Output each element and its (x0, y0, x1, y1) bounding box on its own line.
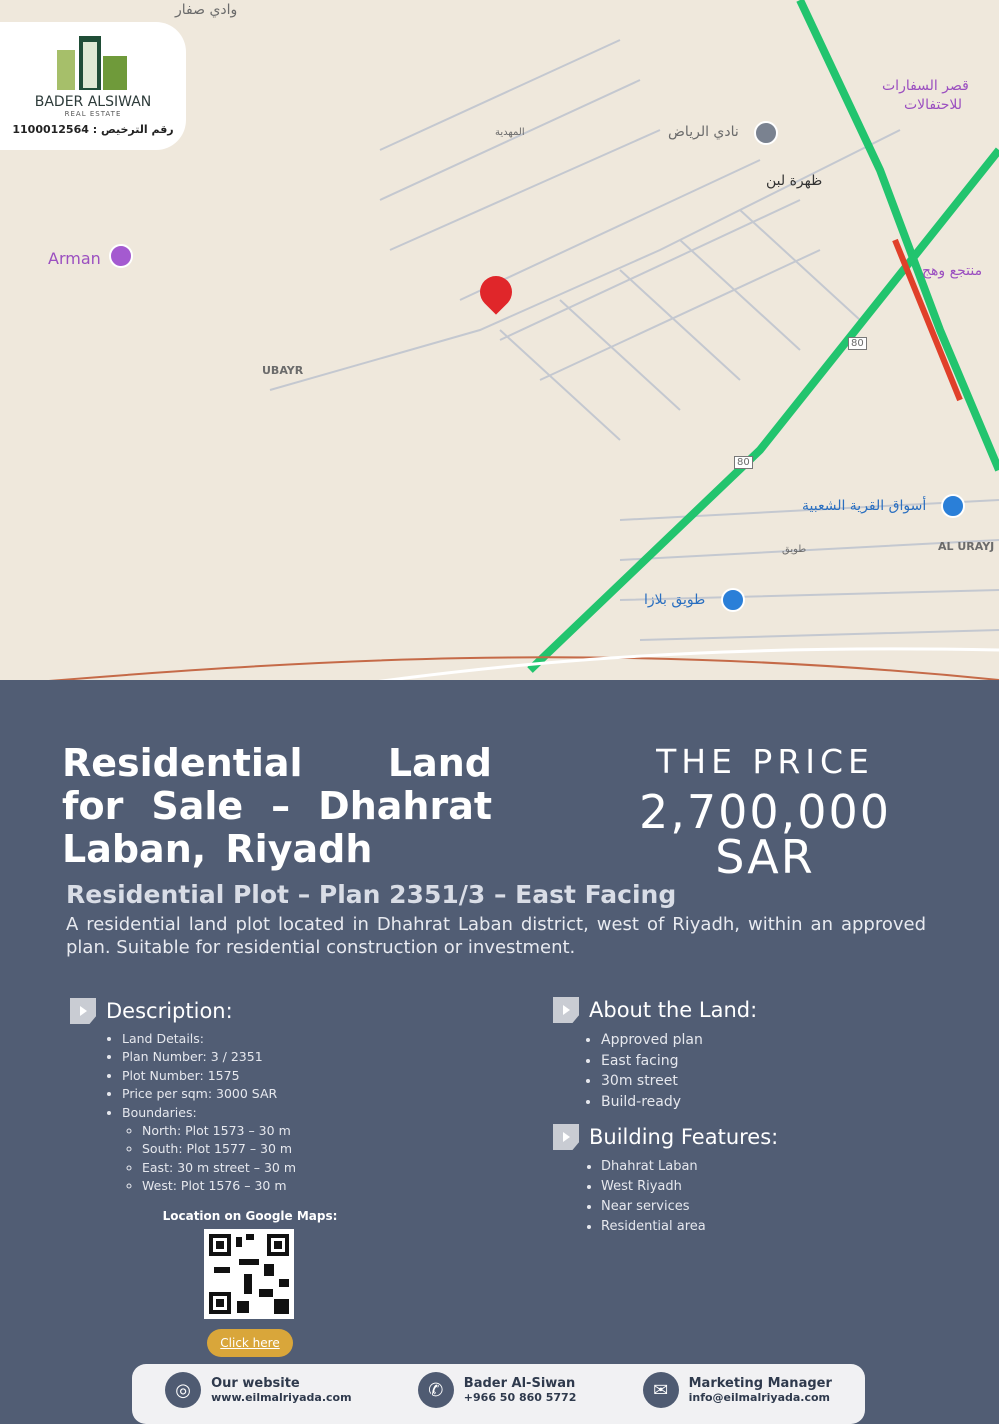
list-item: Price per sqm: 3000 SAR (122, 1085, 296, 1103)
price-currency: SAR (715, 830, 815, 884)
list-item: West: Plot 1576 – 30 m (142, 1177, 296, 1195)
list-item: West Riyadh (601, 1177, 706, 1197)
map-label: وادي صفار (175, 2, 238, 18)
listing-title: Residential Land for Sale – Dhahrat Laba… (62, 741, 492, 871)
poi-icon[interactable] (109, 244, 133, 268)
list-item: Residential area (601, 1217, 706, 1237)
phone-icon: ✆ (417, 1372, 454, 1408)
map-label: Arman (48, 249, 101, 268)
buildings-icon (57, 36, 127, 90)
features-list: Dhahrat Laban West Riyadh Near services … (585, 1157, 706, 1237)
list-item: Plan Number: 3 / 2351 (122, 1048, 296, 1066)
about-heading: About the Land: (553, 997, 757, 1023)
heading-text: About the Land: (589, 998, 758, 1022)
map-label: المهدية (495, 127, 525, 138)
contact-value: www.eilmalriyada.com (211, 1391, 352, 1404)
contact-email[interactable]: ✉ Marketing Manager info@eilmalriyada.com (642, 1372, 832, 1408)
play-icon (553, 997, 579, 1023)
route-shield: 80 (848, 337, 867, 350)
list-item: Near services (601, 1197, 706, 1217)
play-icon (70, 998, 96, 1024)
poi-icon[interactable] (721, 588, 745, 612)
list-item: Boundaries: North: Plot 1573 – 30 m Sout… (122, 1104, 296, 1196)
contact-bar: ◎ Our website www.eilmalriyada.com ✆ Bader … (132, 1364, 865, 1424)
location-label: Location on Google Maps: (162, 1209, 338, 1223)
listing-intro: A residential land plot located in Dhahr… (66, 914, 926, 958)
list-item: East: 30 m street – 30 m (142, 1159, 296, 1177)
map-label: UBAYR (262, 364, 304, 377)
contact-title: Marketing Manager (688, 1376, 832, 1391)
globe-icon: ◎ (165, 1372, 202, 1408)
list-item: Plot Number: 1575 (122, 1067, 296, 1085)
map-label: أسواق القرية الشعبية (802, 498, 927, 514)
list-item: Dhahrat Laban (601, 1157, 706, 1177)
list-item-label: Boundaries: (122, 1104, 197, 1120)
click-here-button[interactable]: Click here (207, 1329, 293, 1357)
contact-website[interactable]: ◎ Our website www.eilmalriyada.com (165, 1372, 352, 1408)
features-heading: Building Features: (553, 1124, 778, 1150)
map-label: AL URAYJ (938, 540, 995, 553)
about-list: Approved plan East facing 30m street Bui… (585, 1030, 703, 1112)
price-label: THE PRICE (656, 742, 874, 781)
logo-tagline: REAL ESTATE (64, 110, 122, 118)
route-shield: 80 (734, 456, 753, 469)
description-heading: Description: (70, 998, 233, 1024)
map-label: منتجع وهج (922, 263, 983, 279)
list-item: Approved plan (601, 1030, 703, 1051)
qr-code[interactable] (204, 1229, 294, 1319)
contact-value: +966 50 860 5772 (463, 1391, 577, 1404)
list-item: Land Details: (122, 1030, 296, 1048)
heading-text: Description: (106, 999, 233, 1023)
price-value: 2,700,000 (638, 785, 892, 839)
list-item: North: Plot 1573 – 30 m (142, 1122, 296, 1140)
description-list: Land Details: Plan Number: 3 / 2351 Plot… (106, 1030, 296, 1196)
map-label: للاحتفالات (904, 97, 963, 113)
list-item: Build-ready (601, 1092, 703, 1113)
play-icon (553, 1124, 579, 1150)
logo-brand: BADER ALSIWAN (34, 94, 152, 110)
map-label: قصر السفارات (882, 78, 969, 94)
license-number: رقم الترخيص : 1100012564 (12, 123, 174, 136)
boundaries-list: North: Plot 1573 – 30 m South: Plot 1577… (122, 1122, 296, 1196)
mail-icon: ✉ (642, 1372, 679, 1408)
poi-icon[interactable] (941, 494, 965, 518)
contact-value: info@eilmalriyada.com (688, 1391, 831, 1404)
map-label: طويق بلازا (644, 592, 706, 608)
list-item: 30m street (601, 1071, 703, 1092)
poi-icon[interactable] (754, 121, 778, 145)
listing-subtitle: Residential Plot – Plan 2351/3 – East Fa… (66, 880, 677, 909)
map-label: طويق (782, 544, 807, 555)
contact-title: Our website (211, 1376, 300, 1391)
map-label: نادي الرياض (668, 124, 739, 140)
list-item: East facing (601, 1051, 703, 1072)
heading-text: Building Features: (589, 1125, 779, 1149)
contact-phone[interactable]: ✆ Bader Al-Siwan +966 50 860 5772 (417, 1372, 577, 1408)
contact-title: Bader Al-Siwan (463, 1376, 576, 1391)
map-label: ظهرة لبن (766, 173, 823, 189)
list-item: South: Plot 1577 – 30 m (142, 1140, 296, 1158)
map-roads (48, 0, 999, 680)
logo: BADER ALSIWAN REAL ESTATE رقم الترخيص : … (0, 22, 186, 150)
